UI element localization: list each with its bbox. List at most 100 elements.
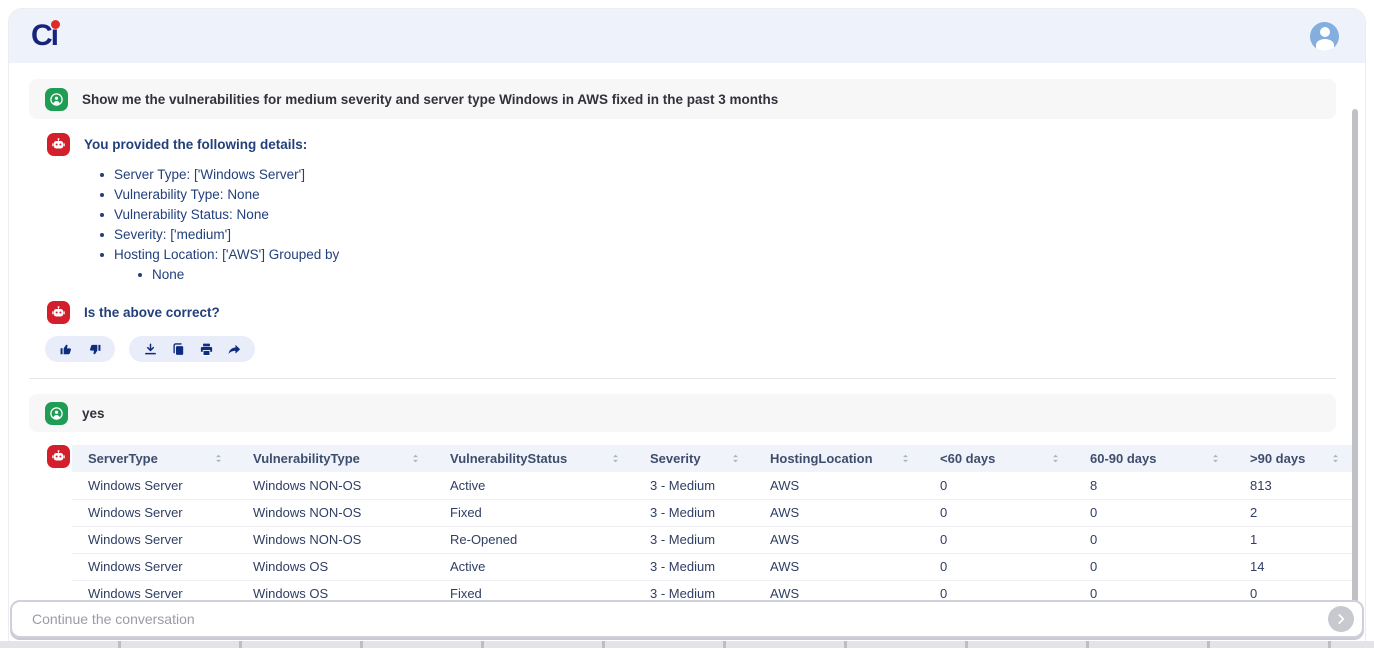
detail-item: Server Type: ['Windows Server'] [99, 165, 1336, 185]
table-cell: 813 [1234, 472, 1354, 500]
share-icon[interactable] [226, 341, 242, 357]
user-message-icon [45, 401, 68, 425]
table-row: Windows Server Windows OS Active 3 - Medium… [72, 553, 1354, 581]
detail-item: Hosting Location: ['AWS'] Grouped by [99, 245, 1336, 265]
detail-item: Vulnerability Status: None [99, 205, 1336, 225]
table-cell: AWS [754, 472, 924, 500]
table-cell: 0 [924, 553, 1074, 581]
bot-table-message: ServerType VulnerabilityType Vulnerabili… [47, 445, 1354, 608]
top-bar: Cı [9, 9, 1365, 63]
bot-message: Is the above correct? [47, 301, 1336, 324]
table-cell: 8 [1074, 472, 1234, 500]
user-message: yes [29, 394, 1336, 432]
user-message-icon [45, 87, 68, 111]
chat-area: Show me the vulnerabilities for medium s… [9, 63, 1365, 608]
column-header-severity[interactable]: Severity [634, 445, 754, 472]
sort-icon [613, 454, 618, 463]
scrolled-table-remnant [0, 641, 1374, 648]
table-cell: AWS [754, 553, 924, 581]
table-cell: Windows Server [72, 526, 237, 554]
sort-icon [733, 454, 738, 463]
section-divider [29, 378, 1336, 379]
user-message: Show me the vulnerabilities for medium s… [29, 79, 1336, 119]
bot-avatar-icon [47, 445, 70, 468]
table-cell: AWS [754, 499, 924, 527]
robot-icon [52, 450, 65, 461]
table-cell: 3 - Medium [634, 553, 754, 581]
table-cell: Windows Server [72, 472, 237, 500]
vulnerability-table: ServerType VulnerabilityType Vulnerabili… [72, 445, 1354, 608]
table-cell: Re-Opened [434, 526, 634, 554]
person-in-circle-icon [50, 406, 63, 420]
table-cell: AWS [754, 526, 924, 554]
bot-message: You provided the following details: [47, 133, 1336, 156]
feedback-pill [45, 336, 115, 362]
table-cell: 2 [1234, 499, 1354, 527]
table-row: Windows Server Windows NON-OS Fixed 3 - Med… [72, 499, 1354, 527]
column-header-lt60days[interactable]: <60 days [924, 445, 1074, 472]
thumbs-down-icon[interactable] [86, 341, 102, 357]
column-header-servertype[interactable]: ServerType [72, 445, 237, 472]
column-header-vulnerabilitytype[interactable]: VulnerabilityType [237, 445, 434, 472]
table-cell: 0 [1074, 499, 1234, 527]
bot-question-text: Is the above correct? [84, 305, 220, 320]
table-cell: 0 [1074, 526, 1234, 554]
table-cell: 14 [1234, 553, 1354, 581]
table-body: Windows Server Windows NON-OS Active 3 - Me… [72, 472, 1354, 608]
table-cell: 0 [1074, 553, 1234, 581]
user-message-text: yes [82, 405, 105, 421]
sort-icon [216, 454, 221, 463]
message-input[interactable] [32, 611, 1328, 627]
chevron-right-icon [1338, 614, 1345, 624]
bot-avatar-icon [47, 133, 70, 156]
table-cell: Windows OS [237, 553, 434, 581]
bot-intro-text: You provided the following details: [84, 137, 308, 152]
message-composer [10, 600, 1364, 638]
sort-icon [1333, 454, 1338, 463]
column-header-gt90days[interactable]: >90 days [1234, 445, 1354, 472]
vertical-scrollbar-track[interactable] [1351, 71, 1363, 649]
table-cell: Windows Server [72, 499, 237, 527]
table-header: ServerType VulnerabilityType Vulnerabili… [72, 445, 1354, 472]
ci-logo-dot [51, 20, 60, 29]
vertical-scrollbar-thumb[interactable] [1352, 109, 1358, 614]
column-header-60-90days[interactable]: 60-90 days [1074, 445, 1234, 472]
table-cell: Active [434, 553, 634, 581]
table-cell: Active [434, 472, 634, 500]
sort-icon [413, 454, 418, 463]
user-message-text: Show me the vulnerabilities for medium s… [82, 91, 779, 107]
details-list: Server Type: ['Windows Server'] Vulnerab… [99, 165, 1336, 285]
table-cell: 3 - Medium [634, 499, 754, 527]
table-cell: 3 - Medium [634, 526, 754, 554]
column-header-vulnerabilitystatus[interactable]: VulnerabilityStatus [434, 445, 634, 472]
robot-icon [52, 138, 65, 149]
download-icon[interactable] [142, 341, 158, 357]
sort-icon [1053, 454, 1058, 463]
robot-icon [52, 306, 65, 317]
table-cell: Windows NON-OS [237, 472, 434, 500]
detail-item: Severity: ['medium'] [99, 225, 1336, 245]
table-cell: Windows NON-OS [237, 526, 434, 554]
bot-avatar-icon [47, 301, 70, 324]
print-icon[interactable] [198, 341, 214, 357]
thumbs-up-icon[interactable] [58, 341, 74, 357]
table-cell: Fixed [434, 499, 634, 527]
send-button[interactable] [1328, 606, 1354, 632]
table-cell: 0 [924, 499, 1074, 527]
table-row: Windows Server Windows NON-OS Re-Opened 3 -… [72, 526, 1354, 554]
table-cell: Windows NON-OS [237, 499, 434, 527]
table-cell: 1 [1234, 526, 1354, 554]
table-cell: 3 - Medium [634, 472, 754, 500]
table-cell: 0 [924, 472, 1074, 500]
copy-icon[interactable] [170, 341, 186, 357]
ci-logo[interactable]: Cı [31, 20, 60, 51]
sort-icon [1213, 454, 1218, 463]
export-pill [129, 336, 255, 362]
table-cell: Windows Server [72, 553, 237, 581]
app-window: Cı Show me the vulnerabilities for mediu… [8, 8, 1366, 648]
detail-item-nested: None [137, 265, 1336, 285]
sort-icon [903, 454, 908, 463]
message-actions [45, 336, 1336, 362]
user-avatar-icon[interactable] [1310, 21, 1339, 51]
column-header-hostinglocation[interactable]: HostingLocation [754, 445, 924, 472]
